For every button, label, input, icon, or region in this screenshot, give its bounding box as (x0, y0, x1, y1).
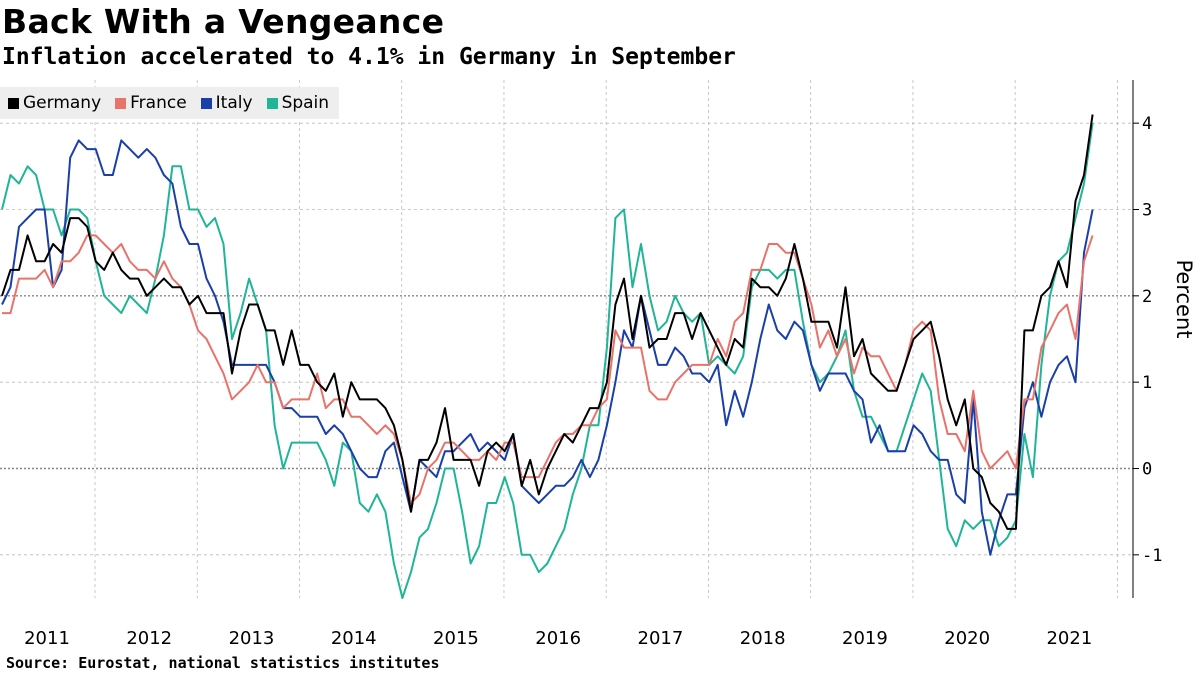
legend-item-italy: Italy (200, 93, 253, 113)
legend-item-germany: Germany (8, 93, 101, 113)
legend-swatch (8, 97, 19, 109)
x-tick-label: 2017 (638, 628, 684, 649)
chart-subtitle: Inflation accelerated to 4.1% in Germany… (2, 44, 736, 70)
y-tick-label: 4 (1142, 114, 1152, 134)
x-tick-label: 2021 (1046, 628, 1092, 649)
y-tick-label: 1 (1142, 373, 1152, 393)
y-axis-label: Percent (1172, 259, 1196, 338)
series-line-france (2, 234, 1094, 504)
x-tick-label: 2011 (24, 628, 70, 649)
legend-label: Germany (23, 93, 102, 113)
y-tick-label: -1 (1142, 546, 1162, 566)
x-tick-label: 2019 (842, 628, 888, 649)
legend-swatch (200, 97, 212, 109)
axis-layer: -1 0 1 2 3 4 2011 2012 2013 2014 2015 2016 2017 2018 2… (24, 80, 1196, 649)
legend-label: Spain (281, 93, 330, 113)
series-line-germany (1, 114, 1094, 530)
x-tick-label: 2018 (740, 628, 786, 649)
x-tick-label: 2013 (229, 628, 275, 649)
x-tick-label: 2016 (535, 628, 581, 649)
y-tick-label: 2 (1142, 287, 1152, 307)
series-line-italy (1, 139, 1094, 556)
source-note: Source: Eurostat, national statistics in… (6, 654, 440, 672)
x-tick-label: 2014 (331, 628, 377, 649)
chart-title: Back With a Vengeance (2, 2, 445, 41)
x-tick-label: 2020 (944, 628, 990, 649)
legend-item-france: France (115, 93, 187, 113)
x-tick-label: 2012 (126, 628, 172, 649)
legend-item-spain: Spain (266, 93, 330, 113)
series-layer (1, 114, 1094, 599)
legend-swatch (115, 97, 127, 109)
y-tick-label: 3 (1142, 201, 1152, 221)
legend-swatch (266, 97, 278, 109)
legend-label: France (130, 93, 187, 113)
grid-layer (0, 80, 1133, 598)
x-tick-label: 2015 (433, 628, 479, 649)
series-line-spain (1, 123, 1094, 599)
y-tick-label: 0 (1142, 460, 1152, 480)
chart-legend: Germany France Italy Spain (0, 87, 340, 119)
legend-label: Italy (215, 93, 253, 113)
